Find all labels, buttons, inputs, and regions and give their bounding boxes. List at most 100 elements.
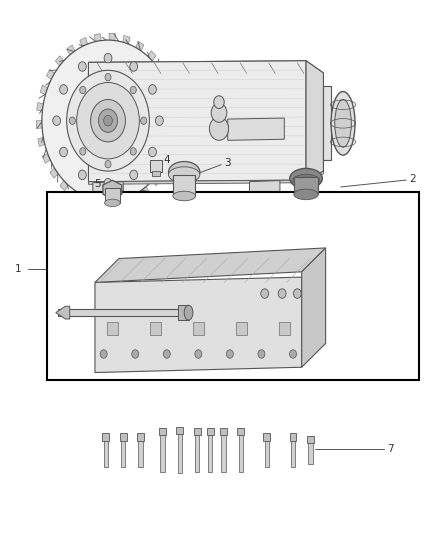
Wedge shape (67, 45, 76, 57)
Circle shape (211, 103, 227, 122)
Polygon shape (103, 180, 122, 199)
Bar (237, 428, 244, 435)
Bar (308, 441, 313, 464)
Polygon shape (323, 86, 331, 160)
Polygon shape (302, 248, 325, 367)
Bar (294, 177, 318, 195)
Wedge shape (40, 85, 49, 95)
Text: 1: 1 (14, 264, 21, 274)
Circle shape (261, 289, 268, 298)
Text: 5: 5 (94, 179, 100, 189)
Wedge shape (36, 120, 44, 128)
Wedge shape (86, 195, 94, 206)
Circle shape (195, 350, 202, 358)
Bar (121, 439, 125, 467)
Wedge shape (109, 33, 116, 43)
Circle shape (60, 85, 67, 94)
Bar (178, 432, 182, 473)
Wedge shape (60, 179, 70, 191)
Bar (58, 309, 180, 317)
Ellipse shape (331, 92, 355, 155)
Ellipse shape (105, 199, 120, 207)
Circle shape (130, 62, 138, 71)
Bar (221, 433, 226, 472)
Circle shape (78, 62, 86, 71)
Wedge shape (140, 184, 149, 197)
Wedge shape (55, 55, 65, 68)
Wedge shape (37, 102, 46, 111)
Ellipse shape (335, 100, 351, 147)
Circle shape (132, 350, 139, 358)
Wedge shape (80, 37, 88, 49)
Circle shape (91, 100, 125, 142)
Wedge shape (146, 51, 156, 63)
Bar (105, 188, 120, 203)
Circle shape (80, 148, 86, 155)
Wedge shape (42, 152, 52, 163)
Circle shape (80, 86, 86, 94)
Bar (107, 322, 117, 335)
Wedge shape (156, 63, 166, 75)
Bar (193, 322, 204, 335)
Wedge shape (172, 113, 180, 120)
Circle shape (104, 179, 112, 188)
Polygon shape (88, 61, 306, 182)
Wedge shape (166, 146, 176, 156)
Circle shape (99, 109, 117, 132)
Circle shape (53, 116, 60, 125)
Circle shape (141, 117, 147, 124)
Polygon shape (228, 118, 284, 140)
Bar (137, 433, 144, 441)
Circle shape (42, 40, 174, 201)
Circle shape (69, 117, 75, 124)
Wedge shape (50, 166, 60, 178)
Bar (47, 192, 419, 381)
Circle shape (155, 116, 163, 125)
Bar (290, 433, 297, 441)
Bar (159, 428, 166, 435)
Ellipse shape (290, 168, 322, 189)
Polygon shape (88, 61, 323, 75)
Polygon shape (250, 181, 280, 195)
Bar (194, 428, 201, 435)
Bar (120, 433, 127, 441)
Bar (291, 439, 295, 467)
Circle shape (148, 85, 156, 94)
Bar (207, 428, 214, 435)
Wedge shape (135, 41, 144, 53)
Polygon shape (95, 248, 325, 282)
Polygon shape (306, 61, 323, 180)
Polygon shape (93, 182, 123, 196)
Circle shape (258, 350, 265, 358)
Bar (239, 433, 243, 472)
Bar (150, 160, 162, 172)
Circle shape (163, 350, 170, 358)
Circle shape (130, 170, 138, 180)
Text: 4: 4 (163, 156, 170, 165)
Wedge shape (164, 78, 173, 89)
Text: 2: 2 (410, 174, 416, 184)
Circle shape (105, 160, 111, 168)
Polygon shape (88, 171, 323, 184)
Ellipse shape (173, 191, 195, 201)
Wedge shape (46, 69, 56, 80)
Wedge shape (72, 188, 81, 200)
Bar (178, 305, 188, 320)
Bar (102, 433, 110, 441)
Ellipse shape (294, 189, 318, 200)
Wedge shape (94, 34, 101, 44)
Text: 8: 8 (196, 306, 203, 317)
Bar (279, 322, 290, 335)
Wedge shape (160, 160, 170, 172)
Bar (177, 426, 184, 434)
Ellipse shape (184, 305, 193, 320)
Wedge shape (115, 197, 122, 208)
Text: 3: 3 (224, 158, 231, 168)
Circle shape (290, 350, 297, 358)
Polygon shape (95, 277, 302, 373)
Circle shape (78, 170, 86, 180)
Text: 7: 7 (388, 445, 394, 455)
Bar (263, 433, 270, 441)
Circle shape (105, 74, 111, 81)
Circle shape (148, 147, 156, 157)
